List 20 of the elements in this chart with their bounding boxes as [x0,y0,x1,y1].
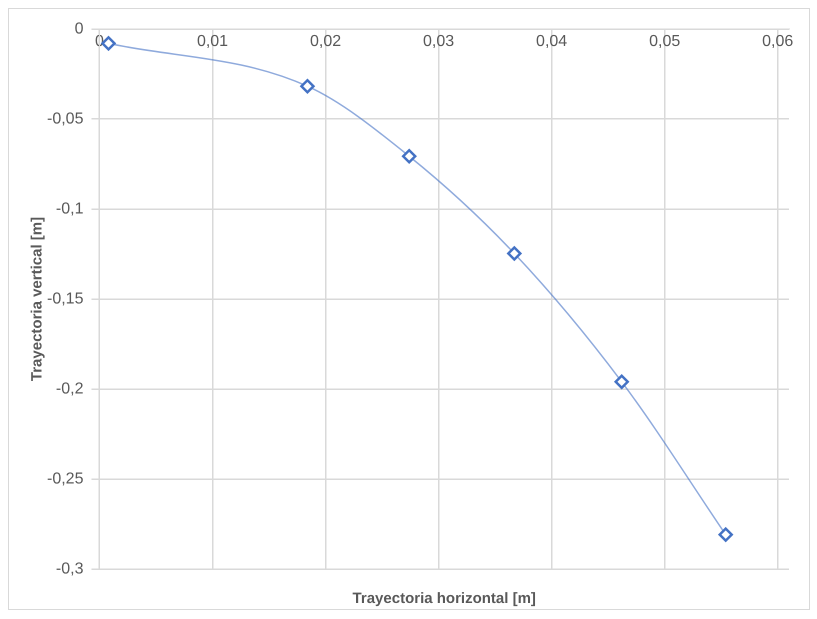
y-tick-label: -0,15 [47,290,84,308]
point [614,374,629,390]
y-tick-label: -0,05 [47,110,84,128]
x-tick-label: 0,04 [536,33,568,50]
point [402,149,416,164]
point [300,78,315,94]
y-axis-title: Trayectoria vertical [m] [28,216,46,382]
x-tick-label: 0,02 [310,33,342,50]
y-tick-label: -0,3 [56,560,84,578]
y-tick-label: 0 [74,20,84,38]
x-tick-label: 0,01 [196,33,228,50]
y-tick-label: -0,1 [56,200,84,218]
x-axis-title: Trayectoria horizontal [m] [352,590,536,607]
x-tick-label: 0,06 [762,33,794,50]
y-tick-label: -0,25 [47,470,84,488]
y-tick-label: -0,2 [56,380,84,398]
x-tick-label: 0,03 [423,33,454,50]
x-tick-label: 0,05 [649,33,680,50]
point [507,246,522,261]
point [718,527,733,542]
